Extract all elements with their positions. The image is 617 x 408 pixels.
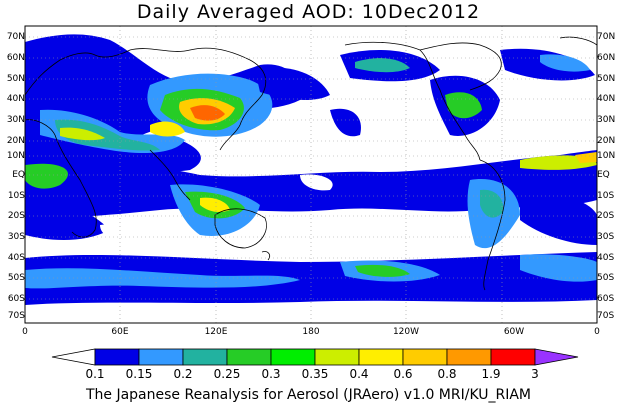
- lat-label-left: 40S: [7, 253, 25, 263]
- lat-label-right: 10S: [597, 191, 615, 201]
- lat-label-right: 40N: [597, 94, 616, 104]
- colorbar-label: 0.1: [85, 367, 105, 381]
- colorbar-label: 0.3: [261, 367, 281, 381]
- colorbar-label: 0.4: [349, 367, 369, 381]
- colorbar-swatch: [226, 348, 272, 366]
- colorbar-label: 0.35: [301, 367, 329, 381]
- lat-label-left: 30N: [6, 115, 25, 125]
- lat-label-right: 60N: [597, 53, 616, 63]
- colorbar-label: 1.9: [481, 367, 501, 381]
- colorbar-swatch: [490, 348, 536, 366]
- lat-label-left: 40N: [6, 94, 25, 104]
- lat-label-right: 20N: [597, 136, 616, 146]
- lat-label-left: EQ: [12, 170, 25, 180]
- lat-label-left: 30S: [7, 232, 25, 242]
- lat-label-right: 40S: [597, 253, 615, 263]
- lat-label-right: 50N: [597, 74, 616, 84]
- coastlines: [25, 36, 597, 291]
- lon-label: 120W: [392, 327, 420, 337]
- colorbar-label: 3: [531, 367, 539, 381]
- lat-label-left: 70S: [7, 311, 25, 321]
- colorbar-swatch: [270, 348, 316, 366]
- lon-label: 0: [594, 327, 600, 337]
- lat-label-left: 50S: [7, 273, 25, 283]
- lon-label: 60W: [503, 327, 525, 337]
- colorbar-swatch: [358, 348, 404, 366]
- colorbar-low-triangle: [51, 348, 96, 366]
- lat-label-right: 20S: [597, 211, 615, 221]
- footer-credit: The Japanese Reanalysis for Aerosol (JRA…: [85, 387, 532, 403]
- colorbar-swatch: [182, 348, 228, 366]
- colorbar-high-triangle: [534, 348, 579, 366]
- lon-label: 60E: [111, 327, 129, 337]
- lat-label-right: 70S: [597, 311, 615, 321]
- lon-label: 120E: [204, 327, 228, 337]
- map-frame: [24, 25, 598, 324]
- colorbar-swatch: [314, 348, 360, 366]
- colorbar-label: 0.25: [213, 367, 241, 381]
- lat-label-right: 30N: [597, 115, 616, 125]
- lat-label-right: 70N: [597, 32, 616, 42]
- lat-label-left: 70N: [6, 32, 25, 42]
- colorbar-swatch: [138, 348, 184, 366]
- lat-label-right: 60S: [597, 294, 615, 304]
- colorbar-label: 0.6: [393, 367, 413, 381]
- lat-label-left: 20S: [7, 211, 25, 221]
- colorbar-swatch: [402, 348, 448, 366]
- lat-label-left: 50N: [6, 74, 25, 84]
- lat-label-right: 10N: [597, 151, 616, 161]
- lat-label-right: 50S: [597, 273, 615, 283]
- lat-label-right: EQ: [597, 170, 610, 180]
- colorbar-label: 0.8: [437, 367, 457, 381]
- colorbar-swatch: [446, 348, 492, 366]
- graticule: [25, 26, 597, 323]
- lat-label-left: 10S: [7, 191, 25, 201]
- lat-label-left: 10N: [6, 151, 25, 161]
- colorbar-label: 0.15: [125, 367, 153, 381]
- lon-label: 0: [22, 327, 28, 337]
- aod-field: [25, 34, 597, 305]
- lat-label-left: 20N: [6, 136, 25, 146]
- colorbar: [51, 348, 579, 366]
- colorbar-label: 0.2: [173, 367, 193, 381]
- colorbar-swatch: [94, 348, 140, 366]
- lat-label-left: 60N: [6, 53, 25, 63]
- lat-label-right: 30S: [597, 232, 615, 242]
- lon-label: 180: [302, 327, 320, 337]
- map-title: Daily Averaged AOD: 10Dec2012: [136, 1, 481, 23]
- lat-label-left: 60S: [7, 294, 25, 304]
